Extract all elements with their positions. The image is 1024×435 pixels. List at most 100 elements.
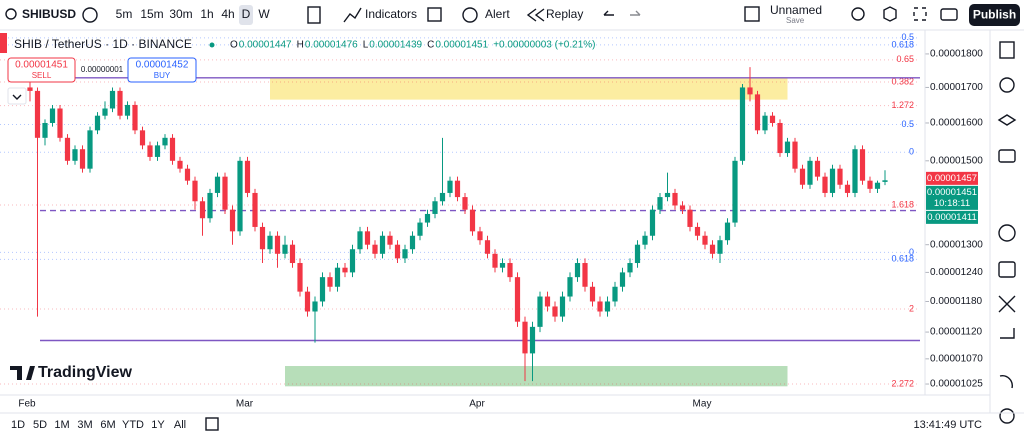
alert-button[interactable]: Alert <box>485 7 510 21</box>
goto-date-icon[interactable] <box>205 417 219 431</box>
layers-icon[interactable] <box>997 114 1017 126</box>
y-tick-label: 0.00001120 <box>930 327 983 338</box>
candle-body <box>447 180 453 193</box>
indicators-icon[interactable] <box>343 7 362 23</box>
candle-body <box>349 249 356 273</box>
interval-button[interactable]: W <box>258 7 270 21</box>
price-tag-label: 0.00001457 <box>927 173 977 184</box>
y-tick-label: 0.00001240 <box>930 267 983 278</box>
indicators-button[interactable]: Indicators <box>365 7 417 21</box>
replay-button[interactable]: Replay <box>546 7 583 21</box>
compare-icon[interactable] <box>82 7 98 23</box>
help-icon[interactable] <box>999 408 1015 424</box>
price-tag-label: 0.00001451 <box>927 187 977 198</box>
sell-label[interactable]: SELL <box>32 71 52 80</box>
chart-area: 0.50.6180.650.3821.2720.501.61800.61822.… <box>0 32 983 410</box>
logo-mark <box>10 366 35 380</box>
candle-body <box>679 205 686 210</box>
interval-button[interactable]: 30m <box>169 7 192 21</box>
range-button[interactable]: YTD <box>122 419 144 431</box>
collapse-button[interactable] <box>7 87 27 105</box>
candle-body <box>604 301 611 312</box>
fib-label: 0 <box>909 247 914 257</box>
symbol[interactable]: SHIBUSD <box>22 7 76 21</box>
undo-icon[interactable] <box>603 10 614 16</box>
publish-button[interactable] <box>969 4 1020 26</box>
watchlist-icon[interactable] <box>999 41 1015 59</box>
ohlc-value: 0.00001439 <box>369 40 422 51</box>
target-icon[interactable] <box>998 224 1016 242</box>
candle-body <box>109 90 116 109</box>
interval-button[interactable]: D <box>242 7 251 21</box>
range-button[interactable]: 1D <box>11 419 25 431</box>
layout-name[interactable]: Unnamed <box>770 3 822 17</box>
legend-title: SHIB / TetherUS · 1D · BINANCE <box>14 37 192 51</box>
alert-icon[interactable] <box>462 7 478 23</box>
collapse-icon[interactable] <box>12 94 22 100</box>
range-button[interactable]: 3M <box>77 419 92 431</box>
candle-body <box>87 130 93 169</box>
range-button[interactable]: 6M <box>100 419 115 431</box>
replay-icon[interactable] <box>526 8 545 22</box>
candle-body <box>184 168 191 181</box>
search-icon[interactable] <box>5 8 17 20</box>
redo-icon[interactable] <box>630 10 641 16</box>
candle-body <box>132 104 138 131</box>
sell-box[interactable] <box>7 57 76 83</box>
alerts-icon[interactable] <box>999 77 1015 93</box>
candle-body <box>702 235 708 245</box>
interval-button[interactable]: 15m <box>140 7 163 21</box>
calendar-icon[interactable] <box>998 261 1016 278</box>
candle-body <box>882 180 888 182</box>
chat-icon[interactable] <box>998 149 1016 163</box>
ohlc-key: H <box>297 40 304 51</box>
fullscreen-icon[interactable] <box>913 7 927 21</box>
chart-type-icon[interactable] <box>307 6 321 24</box>
fib-label: 0.5 <box>901 32 914 42</box>
stream-icon[interactable] <box>999 375 1013 389</box>
candle-body <box>694 226 701 236</box>
interval-active[interactable] <box>239 5 253 25</box>
candle-body <box>199 201 206 219</box>
fib-label: 2 <box>909 303 914 313</box>
candle-body <box>34 90 41 138</box>
candle-body <box>342 267 348 273</box>
candle-body <box>649 209 656 236</box>
range-button[interactable]: 1Y <box>151 419 165 431</box>
interval-button[interactable]: 4h <box>221 7 234 21</box>
price-tag <box>926 171 978 185</box>
ohlc-key: C <box>427 40 434 51</box>
x-tick-label: Mar <box>236 399 254 410</box>
templates-icon[interactable] <box>427 7 442 22</box>
interval-button[interactable]: 5m <box>116 7 133 21</box>
candle-body <box>747 87 753 95</box>
ideas-icon[interactable] <box>998 295 1016 313</box>
range-button[interactable]: 5D <box>33 419 47 431</box>
fib-label: 0.65 <box>896 54 914 64</box>
candle-body <box>57 108 63 138</box>
publish-label[interactable]: Publish <box>973 8 1016 22</box>
range-button[interactable]: All <box>174 419 186 431</box>
candle-body <box>559 296 566 317</box>
candle-body <box>769 115 776 123</box>
save-hint[interactable]: Save <box>786 16 805 25</box>
buy-box[interactable] <box>127 57 197 83</box>
candle-body <box>582 263 588 287</box>
settings-icon[interactable] <box>883 6 897 22</box>
layout-icon[interactable] <box>744 6 760 22</box>
trade-icon[interactable] <box>1000 328 1015 339</box>
buy-price[interactable]: 0.00001452 <box>136 60 189 71</box>
sell-price[interactable]: 0.00001451 <box>15 60 68 71</box>
quick-search-icon[interactable] <box>851 7 865 21</box>
candle-body <box>79 149 86 169</box>
x-tick-label: Feb <box>18 399 36 410</box>
candle-body <box>334 267 341 287</box>
snapshot-icon[interactable] <box>940 8 958 21</box>
candle-body <box>754 94 761 131</box>
range-button[interactable]: 1M <box>54 419 69 431</box>
buy-label[interactable]: BUY <box>154 71 171 80</box>
interval-button[interactable]: 1h <box>200 7 213 21</box>
candle-body <box>792 141 798 169</box>
candle-body <box>627 263 633 273</box>
